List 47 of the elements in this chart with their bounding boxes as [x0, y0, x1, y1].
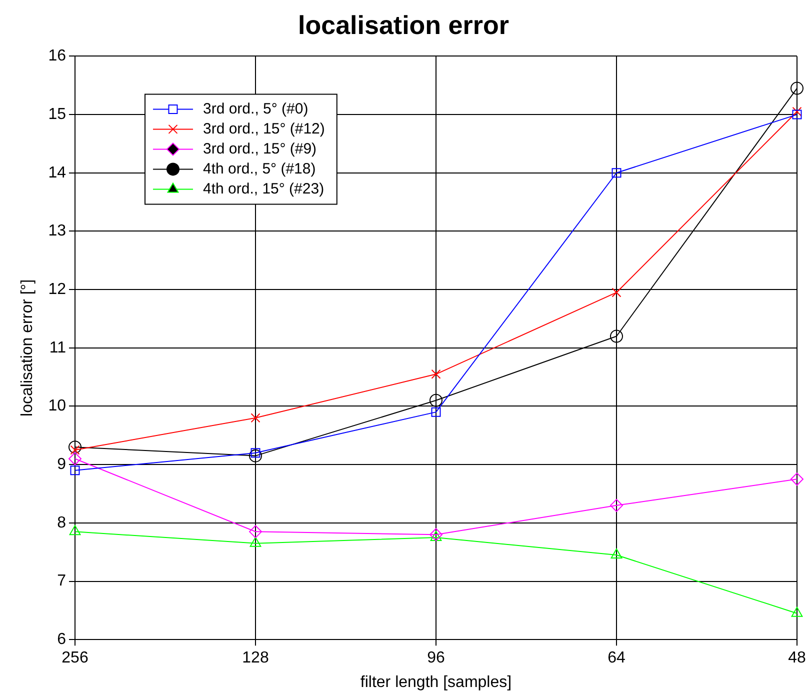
y-tick-label: 16 [48, 48, 66, 65]
x-tick-label: 256 [62, 650, 88, 667]
point [430, 528, 442, 542]
point [249, 525, 262, 538]
legend-label: 4th ord., 5° (#18) [202, 160, 316, 178]
x-axis-title: filter length [samples] [360, 674, 512, 691]
point [430, 394, 442, 407]
y-tick-label: 6 [57, 631, 66, 648]
legend-label: 3rd ord., 15° (#9) [202, 140, 317, 158]
legend-label: 3rd ord., 5° (#0) [202, 100, 308, 118]
point [430, 531, 442, 542]
y-tick-label: 9 [57, 456, 66, 473]
legend-label: 4th ord., 15° (#23) [202, 180, 324, 198]
point [69, 525, 81, 536]
y-tick-label: 15 [48, 106, 66, 123]
x-tick-label: 128 [242, 650, 269, 667]
y-axis-title: localisation error [°] [19, 279, 36, 416]
x-tick-label: 48 [788, 650, 806, 667]
point [610, 498, 623, 512]
point [250, 536, 262, 547]
point [612, 288, 622, 298]
y-tick-label: 7 [57, 572, 66, 590]
point [610, 548, 622, 559]
point [249, 449, 262, 462]
point [610, 330, 623, 343]
point [68, 440, 82, 454]
point [250, 413, 260, 423]
point [790, 82, 804, 95]
point [431, 407, 441, 417]
x-tick-label: 64 [608, 650, 626, 667]
point [790, 472, 804, 486]
point [612, 168, 622, 178]
y-tick-label: 13 [48, 222, 66, 240]
point [68, 452, 82, 466]
x-tick-label: 96 [427, 650, 445, 667]
y-tick-label: 14 [48, 164, 66, 182]
y-tick-label: 11 [49, 339, 66, 356]
point [792, 110, 802, 120]
y-tick-label: 12 [48, 280, 66, 298]
y-tick-label: 10 [48, 398, 66, 415]
chart-title: localisation error [298, 10, 509, 40]
point [791, 606, 803, 617]
y-tick-label: 8 [57, 514, 66, 532]
legend-label: 3rd ord., 15° (#12) [202, 120, 325, 138]
point [792, 106, 802, 116]
point [70, 445, 80, 455]
point [431, 369, 441, 379]
